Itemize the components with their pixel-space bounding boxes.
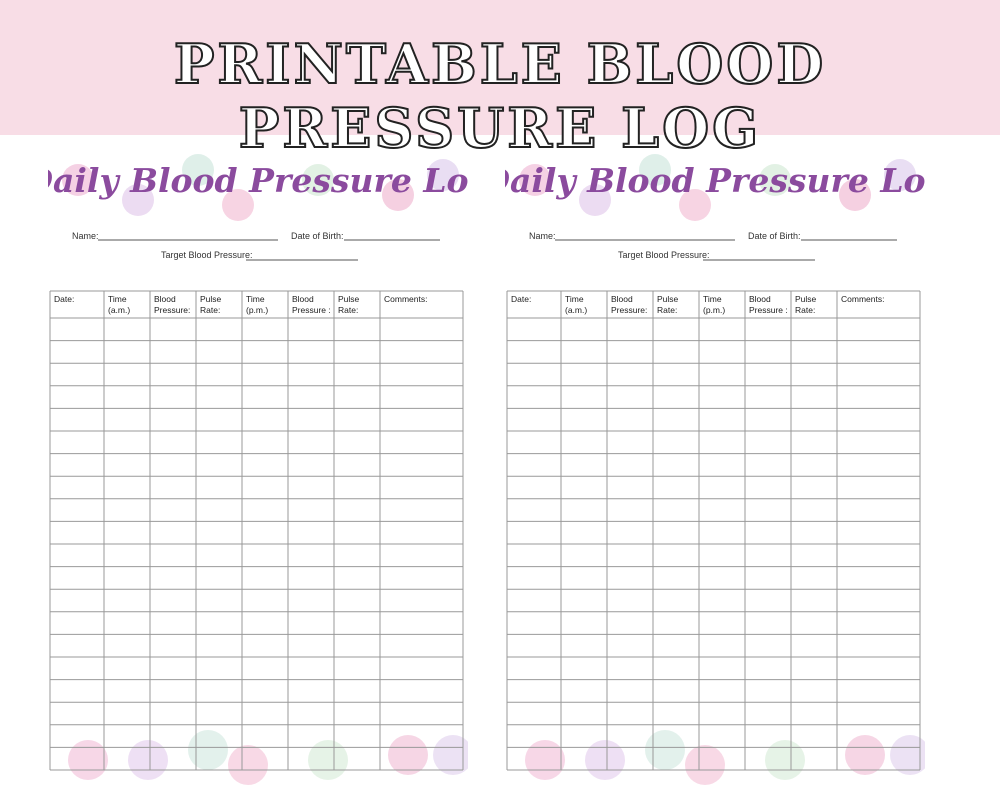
floral-decoration <box>388 735 428 775</box>
column-header: Time <box>703 294 722 304</box>
floral-decoration <box>128 740 168 780</box>
floral-decoration <box>845 735 885 775</box>
floral-decoration <box>685 745 725 785</box>
column-header: Pressure : <box>292 305 331 315</box>
floral-decoration <box>302 164 334 196</box>
floral-decoration <box>222 189 254 221</box>
column-header: Date: <box>511 294 531 304</box>
column-header: Pressure : <box>749 305 788 315</box>
floral-decoration <box>228 745 268 785</box>
floral-decoration <box>122 184 154 216</box>
target-label: Target Blood Pressure: <box>618 250 710 260</box>
column-header: (a.m.) <box>108 305 130 315</box>
floral-decoration <box>639 154 671 186</box>
column-header: Rate: <box>657 305 677 315</box>
floral-decoration <box>182 154 214 186</box>
floral-decoration <box>645 730 685 770</box>
floral-decoration <box>427 159 459 191</box>
column-header: (p.m.) <box>246 305 268 315</box>
column-header: Pulse <box>795 294 817 304</box>
page-title: Daily Blood Pressure Log <box>505 161 925 200</box>
column-header: Time <box>565 294 584 304</box>
floral-decoration <box>579 184 611 216</box>
floral-decoration <box>68 740 108 780</box>
floral-decoration <box>308 740 348 780</box>
column-header: Time <box>246 294 265 304</box>
dob-label: Date of Birth: <box>291 231 344 241</box>
log-page: Daily Blood Pressure Log Name: Date of Bir… <box>23 150 492 790</box>
floral-decoration <box>759 164 791 196</box>
column-header: Comments: <box>384 294 427 304</box>
column-header: Blood <box>749 294 771 304</box>
log-page: Daily Blood Pressure Log Name: Date of Bir… <box>480 150 949 790</box>
column-header: Rate: <box>338 305 358 315</box>
dob-label: Date of Birth: <box>748 231 801 241</box>
banner: PRINTABLE BLOOD PRESSURE LOG <box>0 0 1000 161</box>
floral-decoration <box>679 189 711 221</box>
column-header: Time <box>108 294 127 304</box>
column-header: Pressure: <box>611 305 647 315</box>
floral-decoration <box>585 740 625 780</box>
floral-decoration <box>382 179 414 211</box>
banner-title: PRINTABLE BLOOD PRESSURE LOG <box>173 31 827 161</box>
column-header: Comments: <box>841 294 884 304</box>
target-label: Target Blood Pressure: <box>161 250 253 260</box>
floral-decoration <box>839 179 871 211</box>
column-header: (p.m.) <box>703 305 725 315</box>
floral-decoration <box>519 164 551 196</box>
floral-decoration <box>884 159 916 191</box>
name-label: Name: <box>72 231 99 241</box>
floral-decoration <box>62 164 94 196</box>
column-header: (a.m.) <box>565 305 587 315</box>
column-header: Pulse <box>657 294 679 304</box>
column-header: Pulse <box>200 294 222 304</box>
floral-decoration <box>188 730 228 770</box>
page-sheet: Daily Blood Pressure Log Name: Date of Bir… <box>480 154 949 785</box>
column-header: Pulse <box>338 294 360 304</box>
floral-decoration <box>765 740 805 780</box>
column-header: Blood <box>292 294 314 304</box>
page-title: Daily Blood Pressure Log <box>48 161 468 200</box>
column-header: Rate: <box>200 305 220 315</box>
name-label: Name: <box>529 231 556 241</box>
floral-decoration <box>525 740 565 780</box>
column-header: Blood <box>154 294 176 304</box>
column-header: Rate: <box>795 305 815 315</box>
column-header: Pressure: <box>154 305 190 315</box>
page-sheet: Daily Blood Pressure Log Name: Date of Bir… <box>23 154 492 785</box>
column-header: Date: <box>54 294 74 304</box>
column-header: Blood <box>611 294 633 304</box>
